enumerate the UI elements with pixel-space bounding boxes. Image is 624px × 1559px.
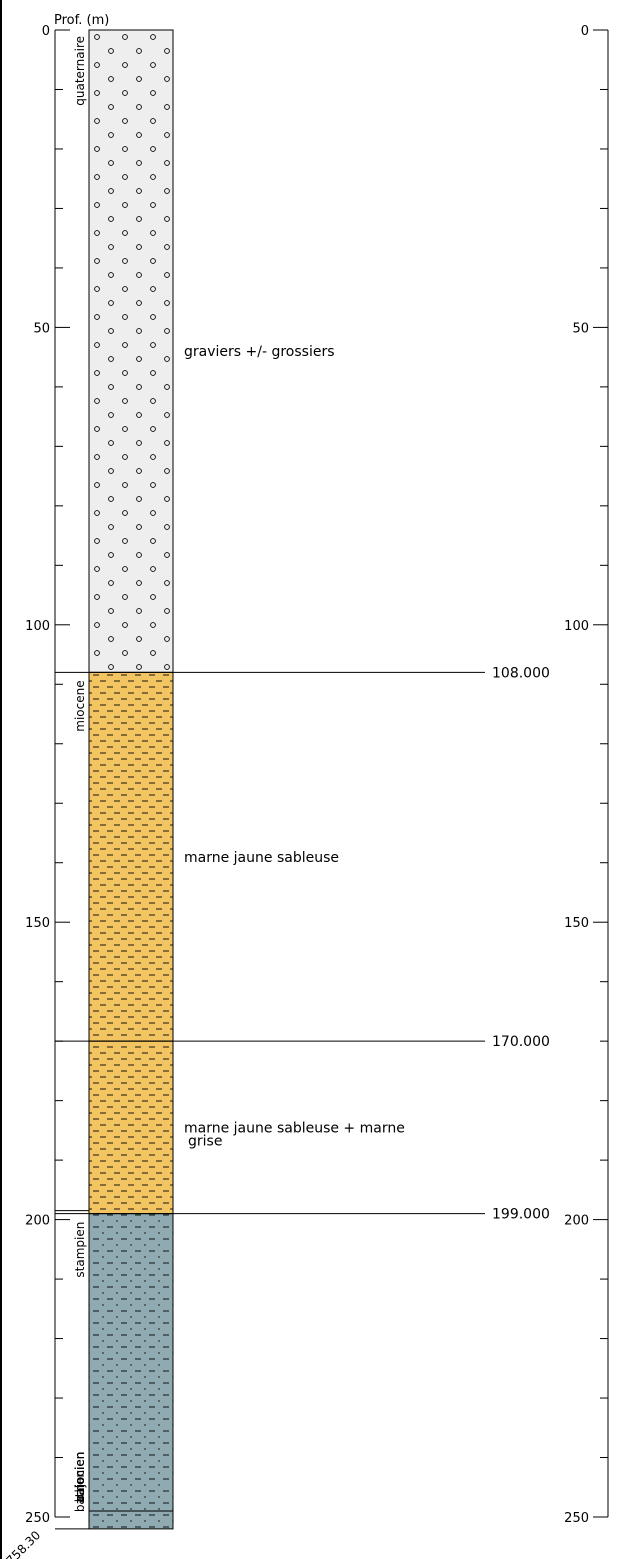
base-marker: 1758.30 (0, 1528, 89, 1559)
stratigraphy-labels: quaternaire miocene stampien bajocienbathon… (73, 36, 87, 1512)
left-tick-label: 50 (33, 321, 50, 336)
contact-depth-label: 108.000 (492, 665, 550, 681)
right-tick-label: 50 (572, 321, 589, 336)
left-tick-label: 100 (25, 619, 50, 634)
lithology-column (88, 29, 174, 1530)
lithology-layer (88, 671, 174, 1042)
layer-description: marne jaune sableuse + marne (184, 1120, 405, 1136)
left-tick-label: 0 (42, 24, 50, 39)
stratigraphy-label: quaternaire (73, 36, 87, 106)
stratigraphy-label: stampien (73, 1222, 87, 1278)
right-tick-label: 250 (564, 1511, 589, 1526)
lithology-layer (88, 1213, 174, 1530)
left-tick-label: 200 (25, 1214, 50, 1229)
left-tick-label: 250 (25, 1511, 50, 1526)
left-tick-label: 150 (25, 916, 50, 931)
right-tick-label: 0 (581, 24, 589, 39)
layer-description: marne jaune sableuse (184, 850, 339, 866)
stratigraphy-label: bathonien (73, 1452, 87, 1513)
lithology-layer (88, 1040, 174, 1215)
layer-contacts: 108.000 170.000 199.000 (55, 665, 550, 1223)
right-axis-ticks: 0 50 100 150 200 250 (564, 24, 608, 1526)
contact-depth-label: 199.000 (492, 1207, 550, 1223)
stratigraphy-label: aalenien (73, 1452, 87, 1503)
layer-descriptions: graviers +/- grossiers marne jaune sableu… (184, 344, 405, 1149)
stratigraphy-label: bajocien (73, 1452, 87, 1503)
right-tick-label: 150 (564, 916, 589, 931)
base-label: 1758.30 (0, 1528, 43, 1559)
left-axis-ticks: 0 50 100 150 200 250 (25, 24, 70, 1526)
right-tick-label: 200 (564, 1214, 589, 1229)
right-tick-label: 100 (564, 619, 589, 634)
contact-depth-label: 170.000 (492, 1034, 550, 1050)
stratigraphy-label: miocene (73, 680, 87, 731)
layer-description: grise (188, 1133, 222, 1149)
left-axis-title: Prof. (m) (54, 13, 109, 28)
lithology-layer (88, 29, 174, 673)
layer-description: graviers +/- grossiers (184, 344, 335, 360)
